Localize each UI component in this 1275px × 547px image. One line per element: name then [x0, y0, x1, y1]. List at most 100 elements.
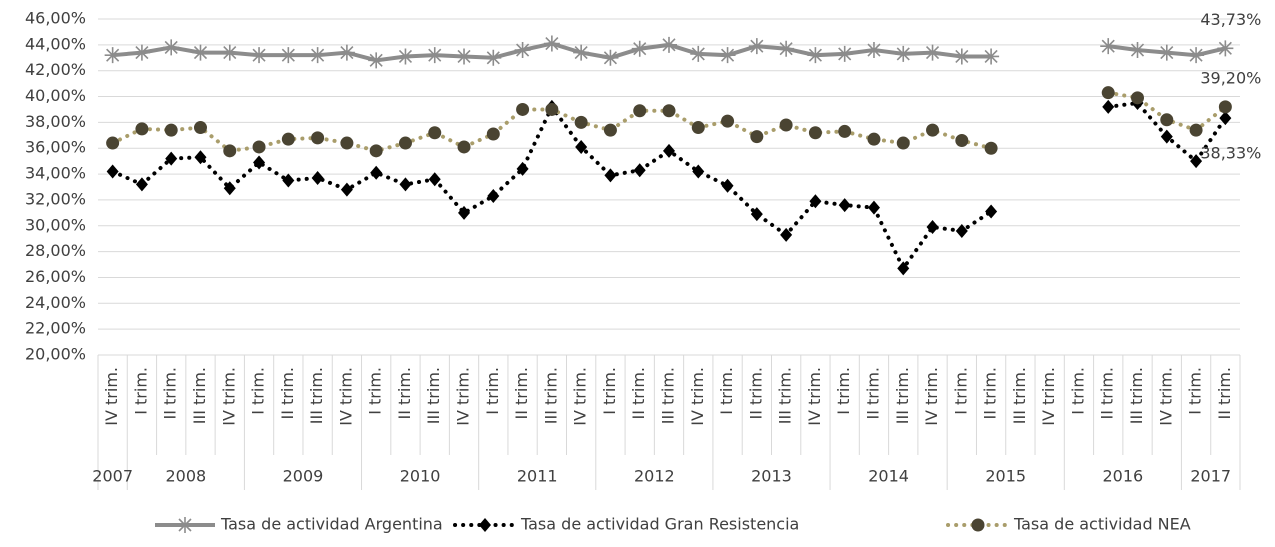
year-label: 2009: [283, 467, 324, 486]
marker: [603, 123, 617, 137]
y-tick-label: 20,00%: [25, 345, 86, 364]
x-tick-label: II trim.: [863, 367, 882, 420]
x-tick-label: II trim.: [161, 367, 180, 420]
marker: [983, 48, 1000, 65]
x-tick-label: III trim.: [1010, 367, 1029, 424]
y-tick-label: 46,00%: [25, 9, 86, 28]
year-label: 2014: [868, 467, 909, 486]
marker: [399, 177, 412, 192]
marker: [369, 144, 383, 158]
marker: [486, 127, 500, 141]
marker: [748, 38, 765, 55]
marker: [282, 173, 295, 188]
marker: [514, 42, 531, 59]
marker: [1188, 47, 1205, 64]
x-tick-label: I trim.: [1068, 367, 1087, 415]
marker: [104, 47, 121, 64]
year-label: 2011: [517, 467, 558, 486]
marker: [955, 133, 969, 147]
marker: [487, 189, 500, 204]
year-label: 2010: [400, 467, 441, 486]
marker: [133, 44, 150, 61]
marker: [428, 126, 442, 140]
marker: [456, 48, 473, 65]
x-tick-label: III trim.: [1127, 367, 1146, 424]
marker: [370, 165, 383, 180]
marker: [251, 47, 268, 64]
x-tick-label: IV trim.: [1156, 367, 1175, 426]
marker: [340, 182, 353, 197]
x-tick-label: IV trim.: [102, 367, 121, 426]
marker: [457, 140, 471, 154]
x-tick-label: II trim.: [278, 367, 297, 420]
marker: [984, 141, 998, 155]
y-tick-label: 22,00%: [25, 319, 86, 338]
marker: [253, 155, 266, 170]
marker: [311, 170, 324, 185]
marker: [426, 47, 443, 64]
marker: [692, 164, 705, 179]
marker: [1160, 113, 1174, 127]
x-tick-label: IV trim.: [454, 367, 473, 426]
marker: [223, 144, 237, 158]
data-label: 38,33%: [1200, 144, 1261, 163]
legend-marker: [971, 518, 985, 532]
x-tick-label: I trim.: [366, 367, 385, 415]
year-label: 2007: [92, 467, 133, 486]
y-tick-label: 24,00%: [25, 293, 86, 312]
x-tick-label: II trim.: [1098, 367, 1117, 420]
marker: [135, 177, 148, 192]
marker: [1219, 111, 1232, 126]
x-tick-label: IV trim.: [336, 367, 355, 426]
y-tick-label: 40,00%: [25, 86, 86, 105]
series-line: [110, 90, 1228, 153]
marker: [368, 52, 385, 69]
series-line: [110, 100, 1228, 273]
marker: [543, 35, 560, 52]
marker: [924, 44, 941, 61]
marker: [838, 124, 852, 138]
x-tick-label: II trim.: [512, 367, 531, 420]
marker: [662, 104, 676, 118]
marker: [485, 49, 502, 66]
marker: [575, 139, 588, 154]
legend-marker: [479, 518, 491, 532]
data-label: 43,73%: [1200, 10, 1261, 29]
marker: [807, 47, 824, 64]
marker: [516, 161, 529, 176]
marker: [135, 122, 149, 136]
x-tick-label: II trim.: [395, 367, 414, 420]
marker: [574, 115, 588, 129]
marker: [721, 114, 735, 128]
y-tick-label: 36,00%: [25, 138, 86, 157]
marker: [516, 102, 530, 116]
year-label: 2012: [634, 467, 675, 486]
marker: [779, 118, 793, 132]
marker: [398, 136, 412, 150]
marker: [836, 45, 853, 62]
marker: [778, 40, 795, 57]
x-tick-label: III trim.: [424, 367, 443, 424]
marker: [163, 39, 180, 56]
marker: [281, 132, 295, 146]
x-tick-label: II trim.: [1215, 367, 1234, 420]
marker: [896, 136, 910, 150]
legend-label: Tasa de actividad Gran Resistencia: [520, 515, 799, 534]
marker: [867, 200, 880, 215]
legend-label: Tasa de actividad Argentina: [220, 515, 443, 534]
marker: [397, 48, 414, 65]
marker: [780, 227, 793, 242]
marker: [458, 205, 471, 220]
marker: [604, 168, 617, 183]
marker: [926, 123, 940, 137]
marker: [691, 121, 705, 135]
marker: [926, 220, 939, 235]
y-tick-label: 44,00%: [25, 34, 86, 53]
x-tick-label: I trim.: [249, 367, 268, 415]
marker: [309, 47, 326, 64]
marker: [223, 181, 236, 196]
marker: [573, 44, 590, 61]
year-label: 2015: [985, 467, 1026, 486]
marker: [955, 223, 968, 238]
